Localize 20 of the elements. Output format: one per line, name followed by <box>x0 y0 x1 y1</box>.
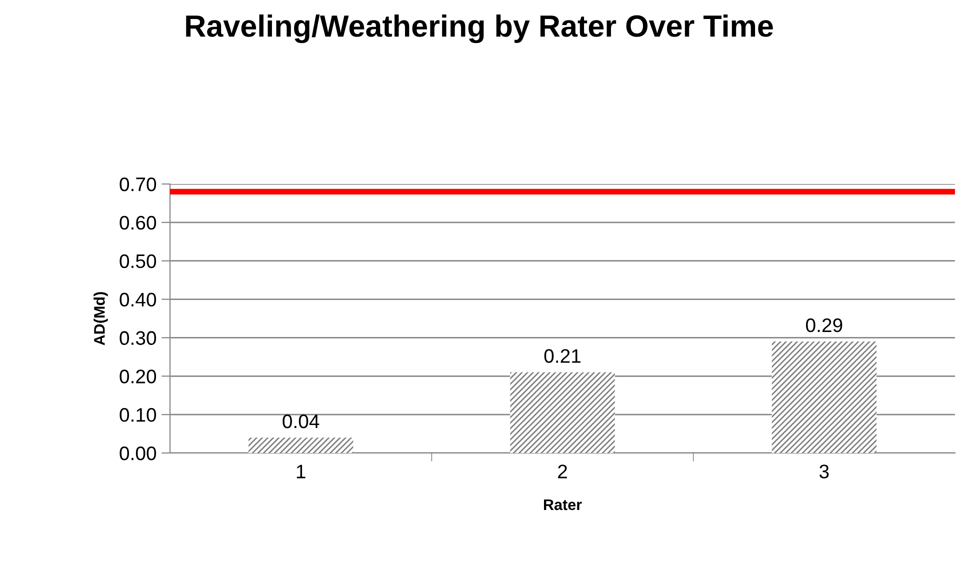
x-axis-title: Rater <box>544 499 582 510</box>
y-axis-title: AD(Md) <box>94 292 108 346</box>
bar <box>510 372 615 453</box>
bar <box>772 342 876 453</box>
y-tick-label: 0.50 <box>120 254 156 268</box>
y-tick-label: 0.40 <box>120 292 156 307</box>
data-label: 0.04 <box>282 414 320 428</box>
data-label: 0.29 <box>806 318 842 332</box>
x-tick-label: 1 <box>296 464 306 478</box>
y-tick-label: 0.30 <box>120 331 156 345</box>
y-tick-label: 0.20 <box>120 370 156 384</box>
y-tick-label: 0.60 <box>120 216 156 230</box>
data-label: 0.21 <box>544 349 580 363</box>
y-tick-label: 0.10 <box>120 408 156 422</box>
chart-title: Raveling/Weathering by Rater Over Time <box>186 14 773 44</box>
x-tick-label: 3 <box>820 464 829 478</box>
x-tick-label: 2 <box>558 464 567 478</box>
y-tick-label: 0.00 <box>120 446 156 460</box>
y-tick-label: 0.70 <box>120 177 156 192</box>
bar <box>248 438 354 453</box>
